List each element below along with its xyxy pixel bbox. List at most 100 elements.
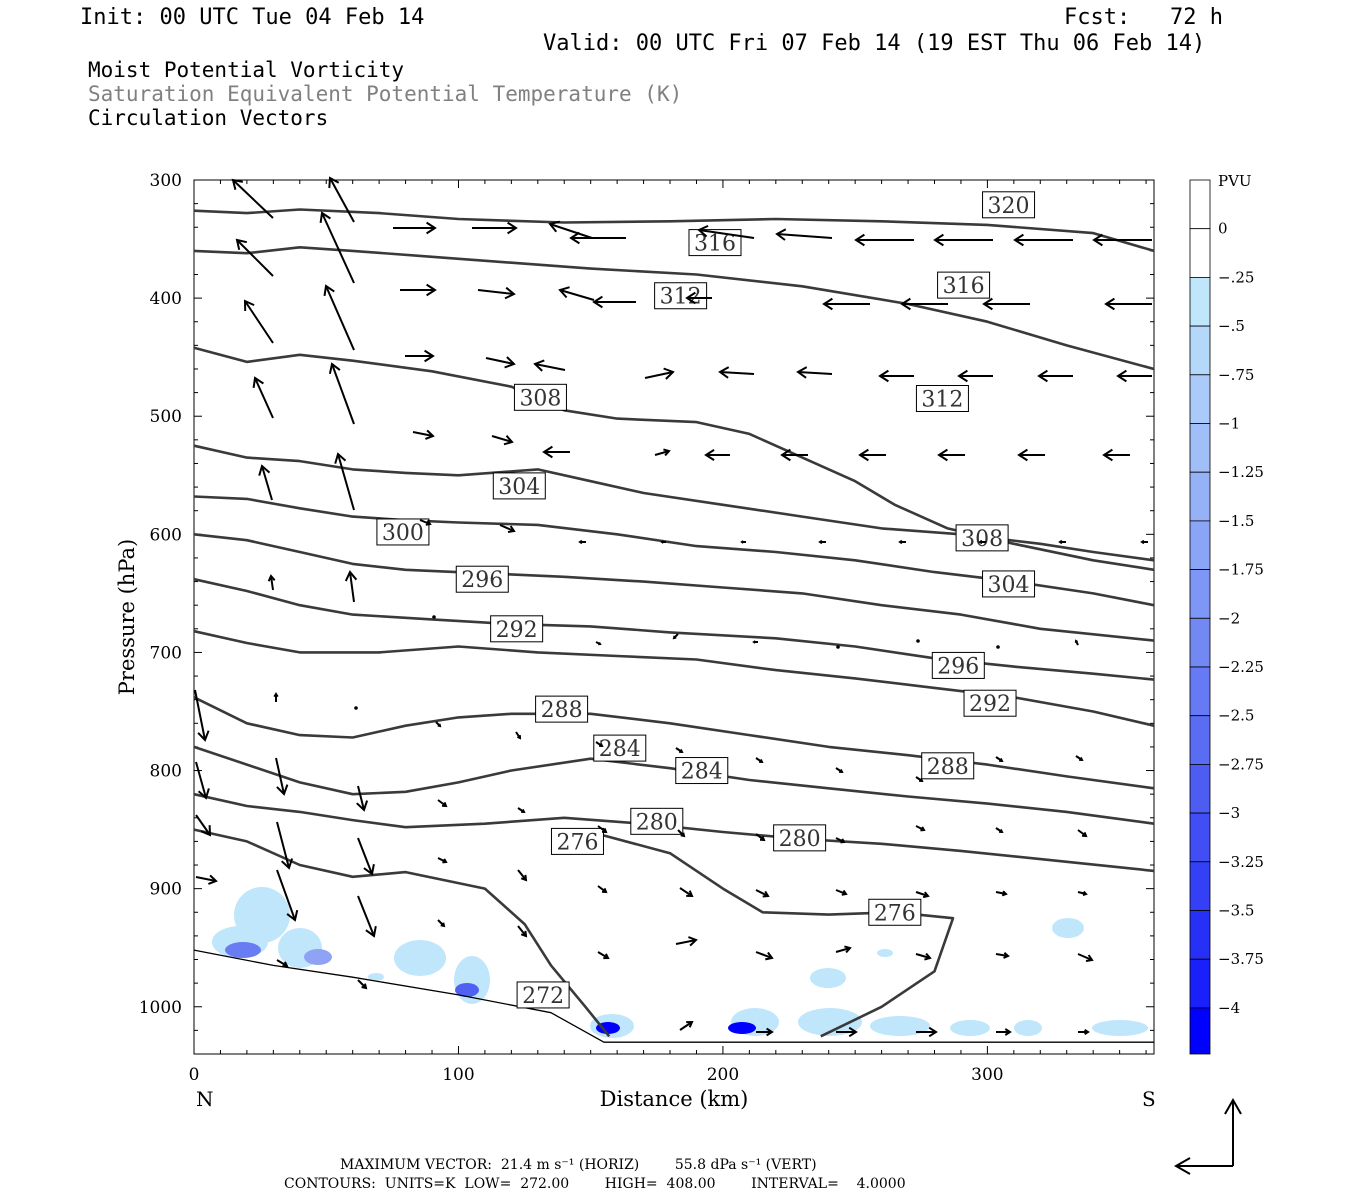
colorbar-level-label: −1.25 — [1218, 463, 1264, 481]
contour-label: 292 — [496, 618, 538, 643]
circulation-vector-head — [276, 784, 289, 796]
circulation-vector-head — [822, 297, 833, 311]
circulation-vector-head — [442, 858, 448, 864]
circulation-vector-head — [1058, 539, 1063, 545]
circulation-vector-head — [839, 768, 844, 774]
y-tick-label: 400 — [150, 289, 182, 309]
pv-shaded-region — [454, 956, 490, 1004]
forecast-hour: Fcst: 72 h — [1064, 5, 1223, 30]
circulation-vector — [194, 689, 206, 741]
contour-label: 280 — [636, 810, 678, 835]
circulation-vector — [675, 939, 697, 945]
circulation-vector-head — [796, 366, 808, 379]
contour-label-box — [550, 827, 604, 855]
circulation-vector-head — [660, 540, 664, 544]
colorbar-level-label: −.25 — [1218, 268, 1254, 286]
colorbar-segment — [1189, 666, 1211, 717]
circulation-vector-head — [878, 369, 889, 383]
circulation-vector-head — [281, 858, 294, 870]
contour-label-box — [931, 651, 985, 679]
circulation-vector-head — [937, 448, 948, 462]
circulation-vector-head — [933, 233, 944, 247]
contour-label: 300 — [382, 521, 424, 546]
contour-label: 288 — [541, 698, 583, 723]
colorbar-level-label: −2.75 — [1218, 755, 1264, 773]
circulation-vector-head — [231, 178, 243, 190]
colorbar-segment — [1189, 325, 1211, 376]
x-tick-label: 300 — [971, 1065, 1003, 1085]
colorbar-unit: PVU — [1218, 172, 1252, 190]
colorbar-level-label: −4 — [1218, 999, 1240, 1017]
colorbar-segment — [1189, 179, 1211, 230]
circulation-vector-head — [1140, 539, 1145, 545]
colorbar-level-label: −.5 — [1218, 317, 1245, 335]
circulation-vector-head — [507, 221, 518, 235]
circulation-vector-head — [740, 540, 744, 544]
reference-vector-vertical-head — [1224, 1097, 1242, 1115]
contour-label: 276 — [874, 901, 916, 926]
circulation-vector-head — [1116, 369, 1127, 383]
circulation-vector — [275, 757, 285, 795]
circulation-vector — [331, 363, 355, 425]
contour-label: 276 — [556, 830, 598, 855]
circulation-vector — [679, 887, 693, 897]
contour-label: 320 — [988, 194, 1030, 219]
contour-label-box — [675, 757, 729, 785]
colorbar-level-label: −1 — [1218, 415, 1240, 433]
circulation-vector-head — [286, 909, 299, 922]
circulation-vector-head — [999, 757, 1004, 763]
y-axis-title: Pressure (hPa) — [115, 539, 139, 695]
circulation-vector — [679, 1021, 693, 1031]
circulation-vector-head — [928, 1026, 938, 1038]
circulation-vector-head — [282, 961, 289, 968]
pv-shaded-region — [1092, 1020, 1148, 1036]
pv-shaded-region — [877, 949, 893, 957]
colorbar-level-label: −3.25 — [1218, 853, 1264, 871]
contour-label: 272 — [522, 984, 564, 1009]
circulation-vector — [244, 300, 274, 344]
contour-label-box — [868, 898, 922, 926]
circulation-vector-head — [197, 788, 210, 800]
circulation-vector-head — [858, 448, 869, 462]
theta-e-contour — [193, 745, 1155, 825]
colorbar-segment — [1189, 1007, 1211, 1055]
circulation-vector-head — [599, 742, 604, 748]
circulation-vector-head — [344, 570, 358, 582]
theta-e-contour — [193, 577, 1155, 681]
circulation-vector-head — [663, 367, 675, 380]
colorbar-level-label: −1.75 — [1218, 561, 1264, 579]
circulation-vector-head — [924, 952, 932, 961]
colorbar-segment — [1189, 569, 1211, 619]
circulation-vector-head — [1081, 831, 1088, 838]
colorbar-segment — [1189, 958, 1211, 1009]
circulation-vector-head — [1001, 890, 1008, 897]
circulation-vector — [698, 229, 755, 239]
colorbar-level-label: −.75 — [1218, 366, 1254, 384]
circulation-vector-head — [854, 233, 865, 247]
colorbar-segment — [1189, 617, 1211, 668]
circulation-vector — [232, 179, 274, 219]
contour-label: 280 — [779, 827, 821, 852]
contour-label: 284 — [599, 737, 641, 762]
circulation-vector — [719, 371, 755, 375]
circulation-vector-head — [759, 758, 764, 764]
field-vector-title: Circulation Vectors — [88, 106, 329, 130]
contour-label: 296 — [937, 654, 979, 679]
circulation-vector-head — [1013, 233, 1024, 247]
valid-time: Valid: 00 UTC Fri 07 Feb 14 (19 EST Thu … — [543, 31, 1206, 56]
pv-shaded-region — [728, 1022, 756, 1034]
circulation-vector — [329, 177, 355, 223]
colorbar-level-label: −2.5 — [1218, 707, 1254, 725]
contour-label-box — [773, 824, 827, 852]
circulation-vector-stub — [836, 645, 840, 649]
circulation-vector-head — [1102, 448, 1113, 462]
contour-label-box — [963, 689, 1017, 717]
circulation-vector — [195, 761, 207, 799]
circulation-vector-head — [841, 889, 848, 896]
circulation-vector — [236, 239, 274, 277]
circulation-vector-head — [319, 211, 331, 224]
x-tick-label: 0 — [189, 1065, 200, 1085]
circulation-vector — [776, 233, 833, 239]
plot-frame — [193, 179, 1155, 1055]
